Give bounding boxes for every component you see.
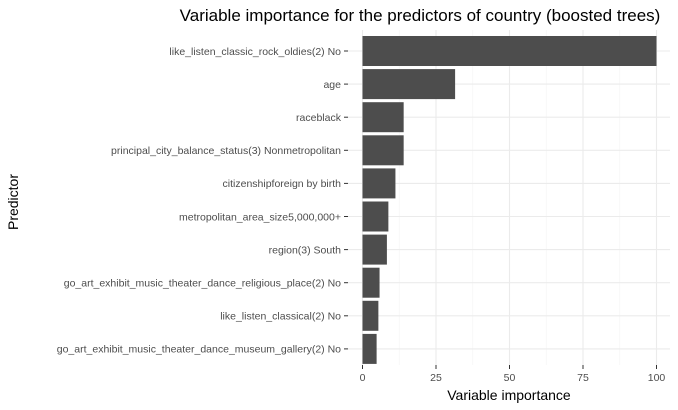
y-tick-label: like_listen_classical(2) No <box>220 311 341 323</box>
bar <box>362 36 657 66</box>
x-tick-label: 75 <box>577 372 589 384</box>
x-tick-label: 100 <box>648 372 666 384</box>
y-tick-label: like_listen_classic_rock_oldies(2) No <box>169 46 341 58</box>
bar <box>362 333 377 364</box>
bar <box>362 135 404 166</box>
x-axis-title: Variable importance <box>447 387 571 403</box>
y-axis-title: Predictor <box>5 174 21 230</box>
y-tick-label: raceblack <box>296 112 342 124</box>
bar <box>362 102 404 133</box>
x-tick-label: 25 <box>430 372 442 384</box>
y-tick-label: region(3) South <box>269 244 342 256</box>
plot-panel: like_listen_classic_rock_oldies(2) No age… <box>57 30 670 384</box>
bar <box>362 300 379 331</box>
bar <box>362 267 380 298</box>
chart-title: Variable importance for the predictors o… <box>180 6 661 25</box>
x-tick-label: 0 <box>360 372 366 384</box>
y-tick-label: principal_city_balance_status(3) Nonmetr… <box>111 145 341 157</box>
y-tick-label: go_art_exhibit_music_theater_dance_relig… <box>64 278 341 290</box>
y-tick-label: go_art_exhibit_music_theater_dance_museu… <box>57 344 341 356</box>
bar <box>362 201 389 232</box>
bar <box>362 168 396 199</box>
y-tick-label: metropolitan_area_size5,000,000+ <box>179 211 341 223</box>
y-tick-label: citizenshipforeign by birth <box>223 178 342 190</box>
x-tick-label: 50 <box>504 372 516 384</box>
bar <box>362 69 456 100</box>
y-tick-label: age <box>323 79 341 91</box>
bar <box>362 234 387 265</box>
